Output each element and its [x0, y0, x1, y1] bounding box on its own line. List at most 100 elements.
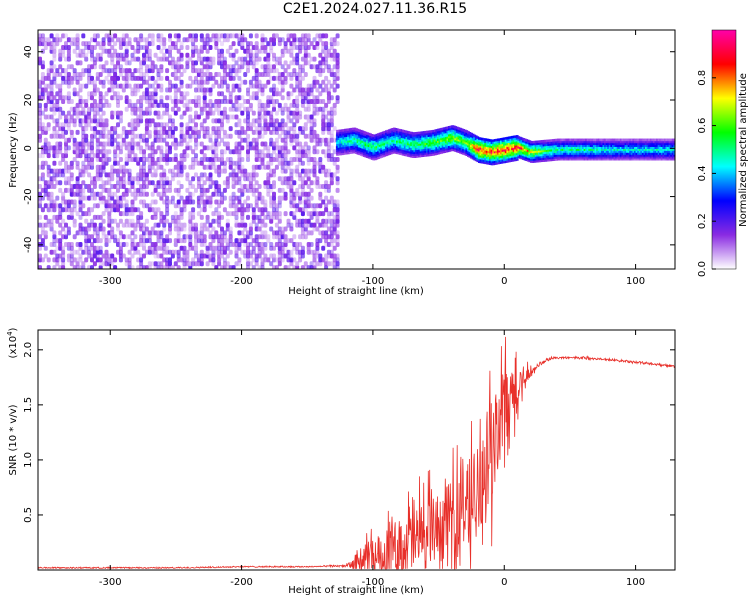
heatmap-cell	[46, 164, 51, 170]
heatmap-cell	[104, 160, 109, 166]
heatmap-cell	[159, 245, 164, 251]
heatmap-cell	[309, 242, 314, 247]
heatmap-cell	[156, 33, 161, 39]
heatmap-cell	[81, 191, 86, 197]
heatmap-cell	[165, 176, 170, 182]
heatmap-cell	[237, 257, 242, 263]
heatmap-cell	[64, 149, 68, 155]
heatmap-cell	[182, 257, 187, 263]
heatmap-cell	[58, 211, 63, 217]
heatmap-cell	[75, 33, 80, 39]
heatmap-cell	[335, 83, 340, 89]
heatmap-cell	[168, 238, 172, 244]
heatmap-cell	[153, 160, 158, 166]
heatmap-cell	[222, 56, 227, 62]
heatmap-cell	[176, 75, 181, 81]
heatmap-cell	[116, 238, 120, 244]
heatmap-cell	[335, 95, 340, 101]
heatmap-cell	[168, 226, 172, 232]
heatmap-cell	[107, 72, 112, 77]
heatmap-cell	[139, 64, 144, 70]
heatmap-cell	[136, 56, 141, 62]
heatmap-cell	[255, 269, 259, 274]
heatmap-cell	[78, 257, 83, 263]
heatmap-cell	[87, 72, 92, 77]
heatmap-cell	[81, 110, 86, 116]
heatmap-cell	[38, 133, 42, 139]
heatmap-cell	[165, 195, 170, 201]
heatmap-cell	[142, 168, 146, 174]
heatmap-cell	[40, 79, 45, 85]
heatmap-cell	[150, 41, 155, 47]
heatmap-cell	[147, 153, 152, 159]
heatmap-cell	[84, 245, 89, 251]
heatmap-cell	[121, 164, 126, 170]
heatmap-cell	[324, 41, 329, 47]
heatmap-cell	[110, 141, 115, 147]
heatmap-cell	[58, 238, 63, 244]
heatmap-cell	[52, 129, 57, 135]
heatmap-cell	[136, 122, 141, 128]
heatmap-cell	[142, 164, 146, 170]
heatmap-cell	[156, 238, 161, 244]
heatmap-cell	[252, 269, 256, 274]
heatmap-cell	[176, 203, 181, 209]
heatmap-cell	[124, 95, 129, 101]
heatmap-cell	[101, 145, 106, 151]
heatmap-cell	[300, 75, 305, 81]
heatmap-cell	[49, 87, 54, 93]
heatmap-cell	[147, 99, 152, 104]
heatmap-cell	[101, 195, 106, 201]
heatmap-cell	[58, 214, 63, 220]
heatmap-cell	[150, 164, 155, 170]
heatmap-cell	[336, 269, 340, 274]
heatmap-cell	[165, 269, 169, 274]
heatmap-cell	[312, 129, 317, 135]
heatmap-cell	[107, 48, 112, 54]
heatmap-cell	[95, 75, 100, 81]
heatmap-cell	[46, 141, 51, 147]
heatmap-cell	[277, 56, 282, 62]
heatmap-cell	[165, 245, 170, 251]
heatmap-cell	[78, 122, 83, 128]
heatmap-cell	[87, 184, 92, 189]
heatmap-cell	[43, 106, 48, 112]
heatmap-cell	[220, 269, 224, 274]
heatmap-cell	[118, 45, 123, 50]
heatmap-cell	[144, 79, 149, 85]
heatmap-cell	[61, 253, 66, 259]
heatmap-cell	[156, 72, 161, 77]
heatmap-cell	[144, 87, 149, 93]
heatmap-cell	[61, 226, 66, 232]
heatmap-cell	[147, 52, 152, 58]
heatmap-cell	[179, 72, 184, 77]
heatmap-cell	[49, 33, 54, 39]
heatmap-cell	[61, 261, 66, 267]
heatmap-cell	[66, 230, 71, 236]
heatmap-cell	[69, 172, 74, 178]
heatmap-cell	[92, 230, 97, 236]
heatmap-cell	[153, 91, 158, 97]
heatmap-cell	[101, 234, 106, 240]
heatmap-cell	[165, 68, 170, 74]
heatmap-cell	[153, 199, 158, 205]
heatmap-cell	[159, 48, 164, 54]
heatmap-cell	[118, 72, 123, 77]
heatmap-cell	[131, 269, 135, 274]
heatmap-cell	[78, 75, 83, 81]
heatmap-cell	[150, 157, 155, 162]
heatmap-cell	[55, 218, 60, 224]
heatmap-cell	[58, 187, 63, 193]
heatmap-cell	[185, 269, 189, 274]
heatmap-cell	[113, 153, 118, 159]
heatmap-cell	[92, 195, 97, 201]
heatmap-cell	[257, 99, 262, 104]
heatmap-cell	[43, 245, 48, 251]
heatmap-cell	[263, 83, 268, 89]
heatmap-cell	[95, 110, 100, 116]
heatmap-cell	[38, 110, 42, 116]
heatmap-cell	[64, 145, 68, 151]
heatmap-cell	[116, 75, 120, 81]
heatmap-cell	[50, 269, 54, 274]
heatmap-cell	[272, 180, 276, 186]
